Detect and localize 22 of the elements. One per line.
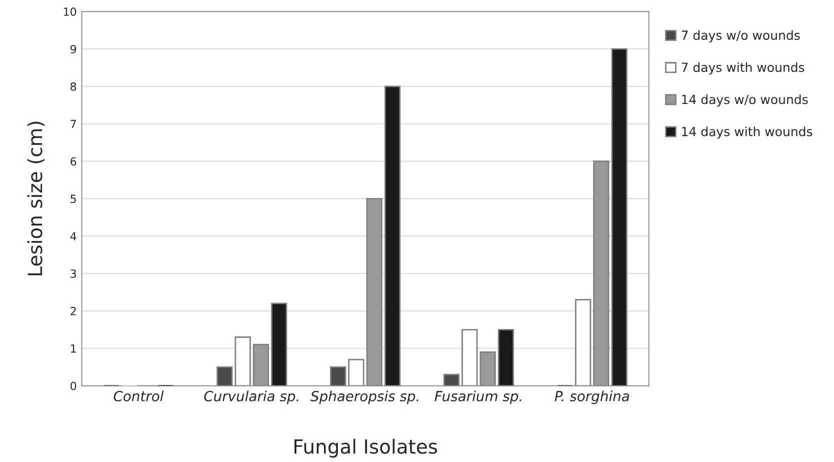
y-tick-label: 0 xyxy=(70,382,76,390)
legend-label: 14 days with wounds xyxy=(682,126,812,139)
y-tick-label: 6 xyxy=(70,157,76,166)
legend-label: 7 days with wounds xyxy=(682,62,804,74)
x-tick-label: Curvularia sp. xyxy=(204,390,298,404)
y-tick-label: 9 xyxy=(70,44,76,54)
y-tick-label: 8 xyxy=(70,82,76,91)
legend-label: 14 days w/o wounds xyxy=(682,94,808,107)
y-tick-label: 4 xyxy=(70,232,76,240)
y-tick-label: 10 xyxy=(64,8,76,16)
y-tick-label: 7 xyxy=(70,120,76,128)
y-tick-label: 1 xyxy=(71,344,76,353)
x-tick-label: Fusarium sp. xyxy=(434,390,522,404)
y-tick-label: 2 xyxy=(70,306,76,316)
x-tick-label: Control xyxy=(114,390,164,402)
y-tick-label: 3 xyxy=(70,269,76,278)
x-tick-label: Sphaeropsis sp. xyxy=(310,390,418,404)
legend-label: 7 days w/o wounds xyxy=(682,30,800,42)
x-tick-label: P. sorghina xyxy=(554,390,629,404)
y-tick-label: 5 xyxy=(70,194,76,204)
x-axis-title: Fungal Isolates xyxy=(294,438,438,458)
y-axis-title: Lesion size (cm) xyxy=(27,122,45,276)
